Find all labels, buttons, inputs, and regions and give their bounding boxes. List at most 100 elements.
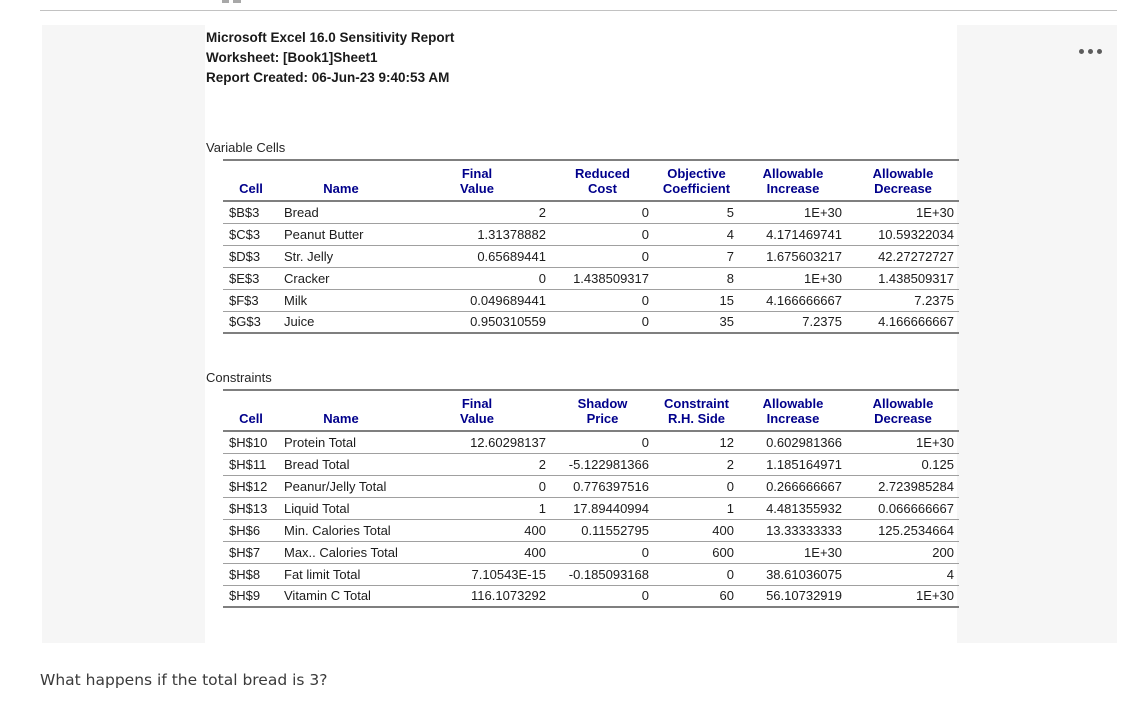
value-cell: 0	[641, 292, 649, 308]
value-cell: 200	[932, 544, 954, 560]
name-cell: Bread	[284, 204, 319, 220]
value-cell: 0	[726, 566, 734, 582]
value-cell: 42.27272727	[878, 248, 954, 264]
value-cell: 15	[719, 292, 734, 308]
value-cell: 7.2375	[802, 314, 842, 330]
value-cell: -5.122981366	[568, 456, 649, 472]
cell-ref: $G$3	[229, 314, 261, 330]
value-cell: 0.266666667	[766, 478, 842, 494]
table-row: $H$11 Bread Total 2 -5.122981366 2 1.18516497…	[223, 453, 959, 475]
more-options-button[interactable]	[1068, 37, 1112, 65]
value-cell: 1	[726, 500, 734, 516]
column-header: Allowable Increase	[762, 166, 824, 196]
cell-ref: $C$3	[229, 226, 261, 242]
value-cell: 0	[641, 314, 649, 330]
value-cell: 4.166666667	[766, 292, 842, 308]
value-cell: 1.675603217	[766, 248, 842, 264]
table-row: $F$3 Milk 0.049689441 0 15 4.166666667 7.2375	[223, 289, 959, 311]
table-row: $H$12 Peanur/Jelly Total 0 0.776397516 0 0.26…	[223, 475, 959, 497]
name-cell: Max.. Calories Total	[284, 544, 398, 560]
value-cell: 400	[712, 522, 734, 538]
value-cell: 0	[726, 478, 734, 494]
column-header: Final Value	[460, 166, 494, 196]
cell-ref: $B$3	[229, 204, 260, 220]
cell-ref: $E$3	[229, 270, 260, 286]
table-row: $C$3 Peanut Butter 1.31378882 0 4 4.171469741…	[223, 223, 959, 245]
cell-ref: $F$3	[229, 292, 259, 308]
value-cell: -0.185093168	[568, 566, 649, 582]
table-row: $D$3 Str. Jelly 0.65689441 0 7 1.675603217 42.…	[223, 245, 959, 267]
value-cell: 0	[641, 588, 649, 604]
name-cell: Bread Total	[284, 456, 350, 472]
cell-ref: $H$8	[229, 566, 261, 582]
constraints-table: Cell Name Final Value Shadow Price Constraint…	[223, 389, 959, 608]
value-cell: 0.125	[921, 456, 954, 472]
table-row: $H$7 Max.. Calories Total 400 0 600 1E+30 200	[223, 541, 959, 563]
value-cell: 4.166666667	[878, 314, 954, 330]
value-cell: 7.2375	[914, 292, 954, 308]
name-cell: Min. Calories Total	[284, 522, 391, 538]
value-cell: 1E+30	[804, 204, 842, 220]
name-cell: Str. Jelly	[284, 248, 334, 264]
value-cell: 0	[641, 204, 649, 220]
value-cell: 38.61036075	[766, 566, 842, 582]
name-cell: Fat limit Total	[284, 566, 361, 582]
value-cell: 2	[726, 456, 734, 472]
column-header: Shadow Price	[577, 396, 628, 426]
table-row: $H$13 Liquid Total 1 17.89440994 1 4.48135593…	[223, 497, 959, 519]
value-cell: 0.950310559	[470, 314, 546, 330]
constraints-label: Constraints	[206, 370, 272, 385]
value-cell: 1.31378882	[477, 226, 546, 242]
value-cell: 4	[946, 566, 954, 582]
value-cell: 12.60298137	[470, 434, 546, 450]
column-header: Reduced Cost	[575, 166, 630, 196]
value-cell: 0.11552795	[581, 522, 649, 538]
value-cell: 1.185164971	[766, 456, 842, 472]
table-row: $H$10 Protein Total 12.60298137 0 12 0.602981…	[223, 431, 959, 453]
report-header: Microsoft Excel 16.0 Sensitivity Report …	[206, 28, 957, 88]
value-cell: 1.438509317	[573, 270, 649, 286]
value-cell: 1.438509317	[878, 270, 954, 286]
ellipsis-icon	[1078, 48, 1102, 54]
table-row: $E$3 Cracker 0 1.438509317 8 1E+30 1.438509317	[223, 267, 959, 289]
value-cell: 0.049689441	[470, 292, 546, 308]
value-cell: 0.602981366	[766, 434, 842, 450]
value-cell: 4.171469741	[766, 226, 842, 242]
variable-cells-table: Cell Name Final Value Reduced Cost Objective C…	[223, 159, 959, 334]
value-cell: 1E+30	[804, 544, 842, 560]
value-cell: 0	[641, 434, 649, 450]
column-header: Objective Coefficient	[662, 166, 731, 196]
cell-ref: $H$6	[229, 522, 261, 538]
column-header: Allowable Decrease	[872, 166, 934, 196]
value-cell: 1E+30	[804, 270, 842, 286]
cell-ref: $H$9	[229, 588, 261, 604]
header-row: Cell Name Final Value Shadow Price Constraint…	[223, 390, 959, 431]
value-cell: 0	[538, 270, 546, 286]
top-divider	[40, 10, 1117, 11]
cell-ref: $H$13	[229, 500, 268, 516]
value-cell: 4.481355932	[766, 500, 842, 516]
value-cell: 4	[726, 226, 734, 242]
report-title: Microsoft Excel 16.0 Sensitivity Report	[206, 30, 455, 45]
value-cell: 0.65689441	[477, 248, 546, 264]
column-header: Allowable Decrease	[872, 396, 934, 426]
header-row: Cell Name Final Value Reduced Cost Objective C…	[223, 160, 959, 201]
table-row: $H$6 Min. Calories Total 400 0.11552795 400 1…	[223, 519, 959, 541]
name-cell: Cracker	[284, 270, 330, 286]
value-cell: 1E+30	[916, 204, 954, 220]
value-cell: 0.066666667	[878, 500, 954, 516]
report-worksheet: Worksheet: [Book1]Sheet1	[206, 50, 378, 65]
table-row: $G$3 Juice 0.950310559 0 35 7.2375 4.166666667	[223, 311, 959, 333]
value-cell: 1	[538, 500, 546, 516]
value-cell: 13.33333333	[766, 522, 842, 538]
column-header: Constraint R.H. Side	[664, 396, 729, 426]
value-cell: 10.59322034	[878, 226, 954, 242]
column-header: Allowable Increase	[762, 396, 824, 426]
value-cell: 0.776397516	[573, 478, 649, 494]
value-cell: 56.10732919	[766, 588, 842, 604]
value-cell: 600	[712, 544, 734, 560]
name-cell: Peanut Butter	[284, 226, 364, 242]
value-cell: 1E+30	[916, 588, 954, 604]
variable-cells-label: Variable Cells	[206, 140, 286, 155]
report-card: Microsoft Excel 16.0 Sensitivity Report …	[42, 25, 1117, 643]
